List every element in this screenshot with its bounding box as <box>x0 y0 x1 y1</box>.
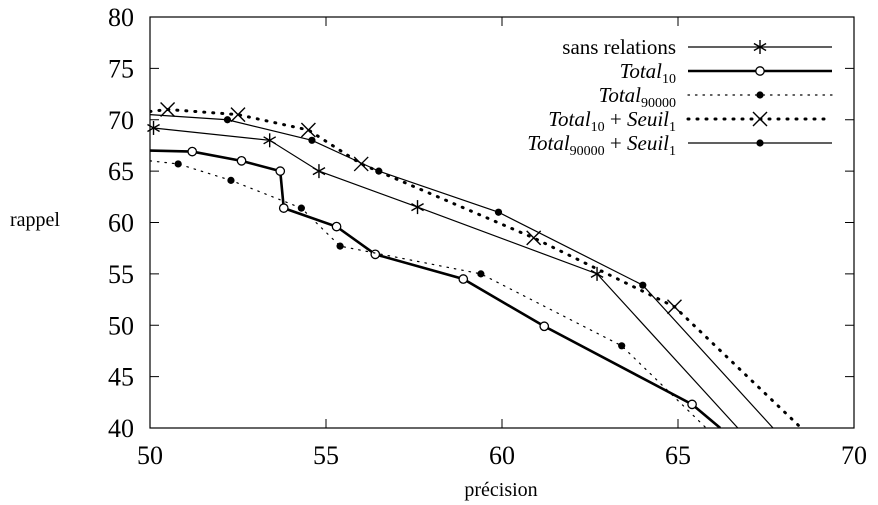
legend-marker <box>755 66 765 76</box>
x-tick-label: 70 <box>841 441 867 470</box>
legend-marker <box>756 139 764 147</box>
series-3 <box>150 101 803 428</box>
data-point <box>526 230 542 246</box>
data-point <box>187 146 198 157</box>
data-point <box>223 116 232 124</box>
data-point <box>375 167 383 175</box>
series-line <box>150 149 722 428</box>
data-point <box>312 164 326 179</box>
data-point <box>263 133 277 148</box>
data-point <box>230 107 246 123</box>
x-tick-label: 65 <box>665 441 691 470</box>
x-tick-label: 60 <box>489 441 515 470</box>
y-tick-label: 75 <box>108 54 134 83</box>
data-point <box>331 221 342 232</box>
legend-marker <box>756 91 764 99</box>
y-tick-label: 55 <box>108 260 134 289</box>
y-tick-label: 40 <box>108 414 134 443</box>
data-point <box>458 274 469 284</box>
data-point <box>618 342 626 350</box>
data-point <box>411 200 424 215</box>
legend-item: Total10 + Seuil1 <box>548 107 834 135</box>
chart-marks <box>147 101 803 428</box>
x-tick-label: 55 <box>313 441 339 470</box>
data-point <box>336 242 344 250</box>
series-line <box>150 160 707 428</box>
series-0 <box>147 120 739 428</box>
series-4 <box>150 114 774 428</box>
legend-item: Total90000 <box>599 83 833 111</box>
data-point <box>370 249 381 260</box>
data-point <box>300 122 316 138</box>
data-point <box>275 166 286 176</box>
data-point <box>687 399 697 410</box>
legend-label: Total90000 + Seuil1 <box>527 131 676 159</box>
data-point <box>278 203 289 213</box>
series-2 <box>150 160 707 428</box>
data-point <box>297 204 305 212</box>
y-tick-label: 60 <box>108 209 134 238</box>
data-point <box>477 270 485 278</box>
x-axis-title: précision <box>464 479 537 501</box>
legend-label: sans relations <box>562 35 676 59</box>
legend-label: Total10 + Seuil1 <box>548 107 676 135</box>
data-point <box>160 101 176 117</box>
data-point <box>353 156 369 172</box>
y-tick-label: 65 <box>108 157 134 186</box>
y-tick-label: 45 <box>108 363 134 392</box>
legend-marker <box>753 40 767 54</box>
data-point <box>639 281 647 289</box>
plot-frame <box>149 16 855 429</box>
x-tick-label: 50 <box>137 441 163 470</box>
legend-marker <box>752 111 768 127</box>
data-point <box>236 156 247 166</box>
y-axis-title: rappel <box>10 209 60 231</box>
data-point <box>494 208 503 216</box>
data-point <box>227 176 235 184</box>
series-line <box>150 107 803 428</box>
y-tick-label: 50 <box>108 311 134 340</box>
data-point <box>308 136 316 144</box>
legend-item: Total10 <box>620 59 832 87</box>
data-point <box>174 160 182 168</box>
series-line <box>153 127 739 428</box>
legend-label: Total90000 <box>599 83 676 111</box>
y-tick-label: 70 <box>108 106 134 135</box>
data-point <box>539 321 550 332</box>
y-tick-label: 80 <box>108 3 134 32</box>
chart-axes: 50 55 60 65 70 40 45 50 55 60 65 70 75 80 <box>108 3 867 470</box>
data-point <box>666 299 682 315</box>
legend-item: sans relations <box>562 35 832 59</box>
legend-item: Total90000 + Seuil1 <box>527 131 832 159</box>
legend-label: Total10 <box>620 59 676 87</box>
series-1 <box>150 146 722 428</box>
